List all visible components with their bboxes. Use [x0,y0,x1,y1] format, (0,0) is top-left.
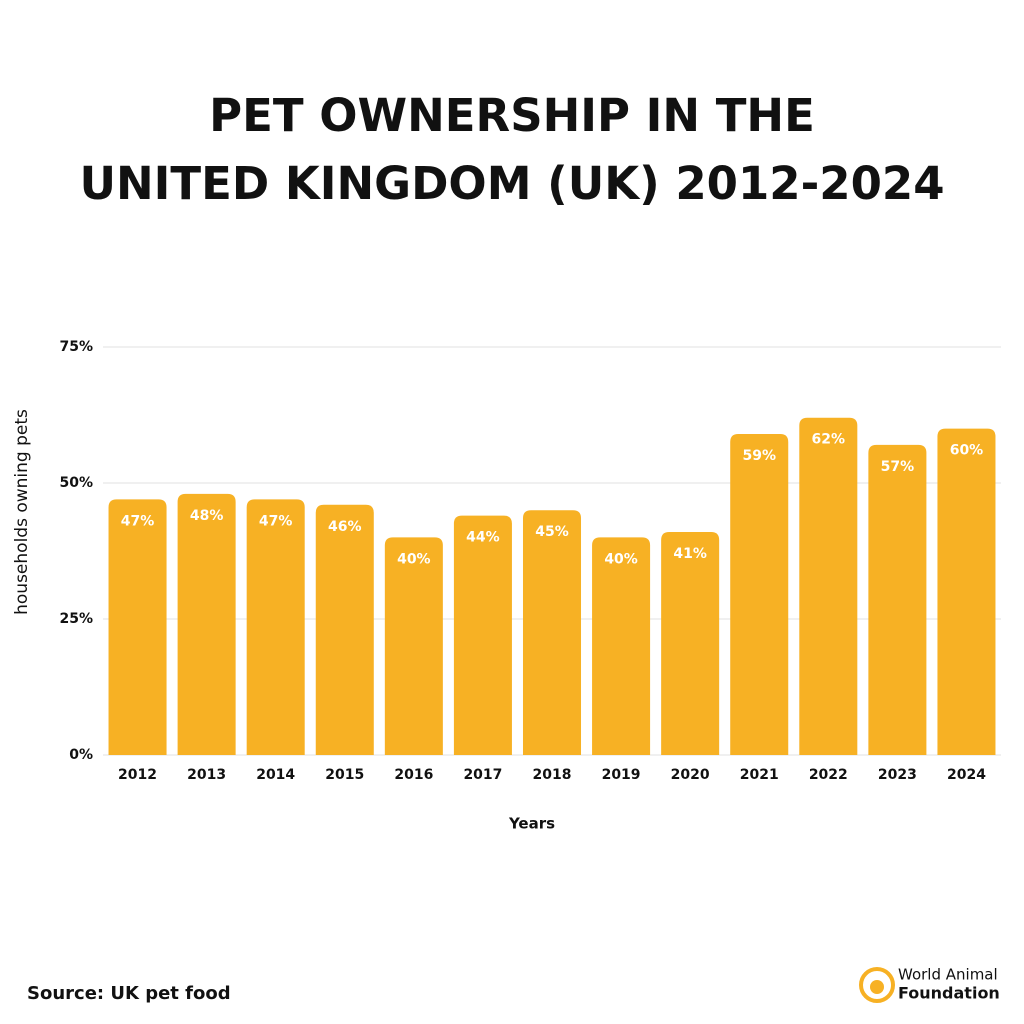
x-tick-label: 2015 [325,767,364,783]
bar [315,504,374,755]
bar [177,493,236,755]
y-tick-label: 75% [59,339,93,355]
bar [937,428,996,755]
value-label: 46% [328,519,362,535]
bar [522,510,582,755]
y-tick-label: 25% [59,611,93,627]
bar [799,417,858,755]
y-tick-label: 0% [69,747,93,763]
bar [384,537,443,755]
x-tick-label: 2016 [394,767,433,783]
value-label: 41% [673,546,707,562]
value-label: 59% [742,448,776,464]
logo-icon [859,967,895,1003]
x-tick-label: 2013 [187,767,226,783]
logo-text: Foundation [898,984,1000,1003]
x-tick-label: 2012 [118,767,157,783]
x-tick-label: 2021 [740,767,779,783]
value-label: 60% [950,443,984,459]
bar [453,515,512,755]
bar [108,499,167,755]
x-tick-label: 2019 [602,767,641,783]
bar [246,499,305,755]
value-label: 62% [812,432,846,448]
x-tick-label: 2018 [533,767,572,783]
value-label: 48% [190,508,224,524]
value-label: 44% [466,530,500,546]
y-tick-label: 50% [59,475,93,491]
value-label: 45% [535,524,569,540]
bar [661,531,720,755]
value-label: 47% [259,513,293,529]
x-tick-label: 2017 [463,767,502,783]
value-label: 57% [881,459,915,475]
bar [592,537,651,755]
x-axis-label: Years [508,815,555,833]
logo-text: World Animal [898,966,998,984]
source: Source: UK pet food [27,983,231,1004]
x-tick-label: 2024 [947,767,986,783]
logo: World Animal Foundation [859,966,1000,1003]
chart-title: PET OWNERSHIP IN THE [209,89,815,142]
y-axis-label: households owning pets [12,409,32,615]
x-tick-label: 2020 [671,767,710,783]
x-tick-label: 2014 [256,767,295,783]
bar [730,434,789,755]
bar [868,444,927,755]
value-label: 40% [604,551,638,567]
logo-icon [870,980,884,994]
x-tick-label: 2023 [878,767,917,783]
value-label: 40% [397,551,431,567]
chart-title: UNITED KINGDOM (UK) 2012-2024 [79,157,944,210]
value-label: 47% [121,513,155,529]
x-tick-label: 2022 [809,767,848,783]
